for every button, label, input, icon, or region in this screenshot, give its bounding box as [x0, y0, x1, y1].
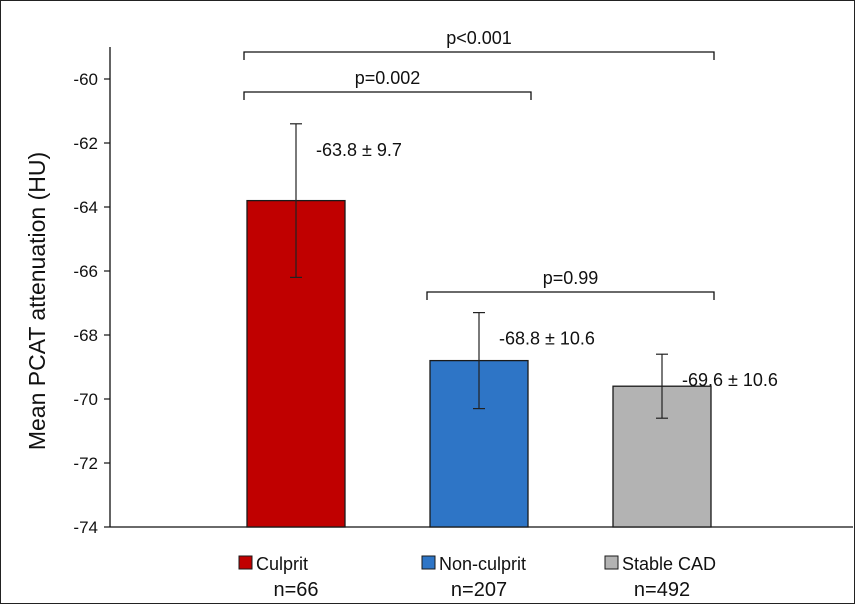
p-value-label-1: p=0.002	[355, 68, 421, 88]
bar-2	[612, 385, 712, 528]
data-label-1: -68.8 ± 10.6	[499, 329, 595, 349]
y-tick-label: -62	[73, 134, 98, 153]
category-label-1: Non-culprit	[439, 554, 526, 574]
p-value-label-2: p=0.99	[543, 268, 599, 288]
y-tick-label: -64	[73, 198, 98, 217]
significance-bracket-2	[426, 291, 715, 300]
significance-bracket-1	[243, 91, 532, 100]
category-label-2: Stable CAD	[622, 554, 716, 574]
count-label-1: n=207	[451, 579, 507, 601]
data-label-2: -69.6 ± 10.6	[682, 370, 778, 390]
y-tick-label: -70	[73, 390, 98, 409]
y-tick-label: -66	[73, 262, 98, 281]
significance-bracket-0	[243, 51, 715, 60]
y-tick-label: -60	[73, 70, 98, 89]
y-tick-label: -68	[73, 326, 98, 345]
y-tick-label: -74	[73, 518, 98, 537]
legend-item-0: Culprit n=66	[238, 554, 319, 601]
category-label-0: Culprit	[256, 554, 308, 574]
legend-swatch-1	[421, 555, 436, 570]
legend-item-2: Stable CAD n=492	[604, 554, 716, 601]
y-axis-label: Mean PCAT attenuation (HU)	[24, 152, 50, 450]
count-label-2: n=492	[634, 579, 690, 601]
legend-swatch-2	[604, 555, 619, 570]
y-tick-label: -72	[73, 454, 98, 473]
p-value-label-0: p<0.001	[446, 28, 512, 48]
data-label-0: -63.8 ± 9.7	[316, 140, 402, 160]
legend-item-1: Non-culprit n=207	[421, 554, 526, 601]
count-label-0: n=66	[273, 579, 318, 601]
legend-swatch-0	[238, 555, 253, 570]
